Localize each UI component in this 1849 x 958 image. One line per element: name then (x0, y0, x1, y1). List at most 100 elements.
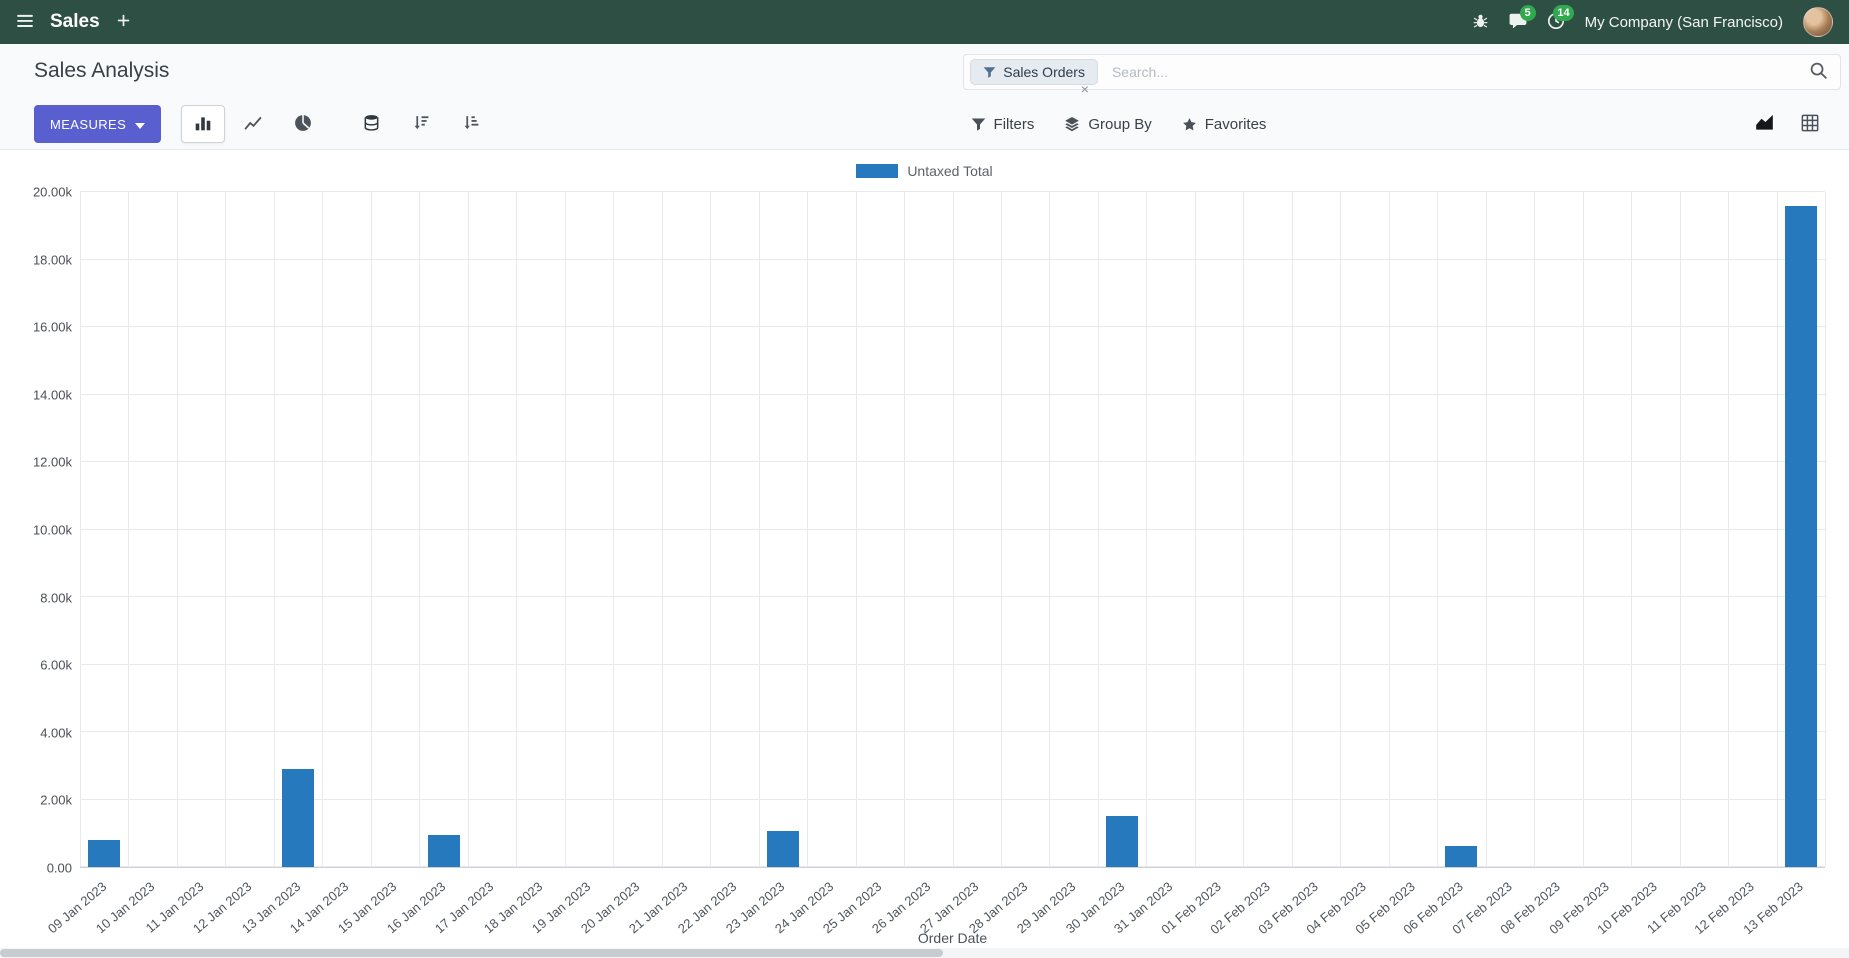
y-axis-tick: 18.00k (32, 252, 72, 268)
filter-icon (983, 66, 996, 79)
database-stack-icon (363, 114, 380, 134)
favorites-button[interactable]: Favorites (1182, 115, 1267, 133)
x-axis: 09 Jan 2023 10 Jan 2023 11 Jan 2023 12 Jan … (45, 872, 1825, 937)
search-icon (1809, 61, 1828, 83)
plot-grid (80, 191, 1826, 868)
v-gridline (225, 192, 227, 867)
chart-legend[interactable]: Untaxed Total (14, 156, 1835, 186)
chart-bar[interactable] (1106, 816, 1139, 867)
y-axis-tick: 4.00k (40, 725, 72, 741)
debug-mode-button[interactable] (1472, 12, 1489, 32)
chart-bar[interactable] (282, 769, 315, 867)
sort-descending-button[interactable] (399, 105, 443, 143)
apps-menu-button[interactable] (16, 12, 34, 33)
h-gridline (80, 191, 1825, 192)
v-gridline (176, 192, 178, 867)
facet-remove-button[interactable]: × (1080, 81, 1089, 97)
v-gridline (904, 192, 906, 867)
chart-bar[interactable] (88, 840, 121, 867)
bar-chart-button[interactable] (181, 105, 226, 143)
messages-button[interactable]: 5 (1509, 4, 1536, 33)
stacked-toggle-button[interactable] (349, 105, 393, 143)
chart-bar[interactable] (427, 834, 460, 867)
v-gridline (1534, 192, 1536, 867)
v-gridline (710, 192, 712, 867)
y-axis-tick: 12.00k (32, 454, 72, 470)
company-switcher[interactable]: My Company (San Francisco) (1584, 13, 1783, 31)
search-placeholder: Search... (1111, 64, 1168, 80)
search-facet[interactable]: Sales Orders × (970, 59, 1098, 96)
y-axis-tick: 16.00k (32, 319, 72, 335)
hamburger-icon (16, 12, 34, 33)
pivot-view-button[interactable] (1789, 106, 1831, 142)
v-gridline (1388, 192, 1390, 867)
v-gridline (1243, 192, 1245, 867)
toolbar-row: Measures (34, 98, 1849, 150)
filters-button[interactable]: Filters (971, 115, 1035, 133)
v-gridline (564, 192, 566, 867)
pie-chart-button[interactable] (281, 105, 325, 143)
v-gridline (1582, 192, 1584, 867)
v-gridline (516, 192, 518, 867)
plus-icon (116, 13, 131, 31)
v-gridline (1631, 192, 1633, 867)
v-gridline (1340, 192, 1342, 867)
v-gridline (419, 192, 421, 867)
layers-icon (1064, 116, 1080, 132)
search-bar[interactable]: Sales Orders × Search... (963, 54, 1841, 96)
sort-ascending-button[interactable] (449, 105, 493, 143)
line-chart-button[interactable] (231, 105, 275, 143)
y-axis-tick: 14.00k (32, 387, 72, 403)
measures-button[interactable]: Measures (34, 105, 162, 143)
v-gridline (80, 192, 81, 867)
chart-bar[interactable] (1784, 205, 1817, 867)
horizontal-scrollbar[interactable] (0, 948, 1849, 958)
v-gridline (322, 192, 324, 867)
line-chart-icon (244, 114, 262, 135)
filters-label: Filters (993, 115, 1035, 133)
y-axis-tick: 8.00k (40, 590, 72, 606)
app-name[interactable]: Sales (50, 11, 100, 32)
navbar-left: Sales (16, 11, 131, 33)
y-axis-tick: 10.00k (32, 522, 72, 538)
chart-bar[interactable] (766, 830, 799, 867)
new-window-button[interactable] (116, 13, 131, 31)
v-gridline (1825, 192, 1826, 867)
favorites-label: Favorites (1204, 115, 1267, 133)
search-options: Filters Group By Favorites (971, 116, 1297, 133)
v-gridline (952, 192, 954, 867)
sort-amount-asc-icon (463, 114, 480, 134)
user-avatar[interactable] (1803, 7, 1833, 37)
filter-icon (971, 117, 986, 132)
chart-plot-area: 0.00 2.00k 4.00k 6.00k 8.00k 10.00k 12.00k 14.0… (14, 184, 1835, 948)
v-gridline (1194, 192, 1196, 867)
search-facet-label: Sales Orders (1003, 64, 1085, 80)
messages-badge: 5 (1519, 4, 1536, 21)
y-axis-tick: 20.00k (32, 184, 72, 200)
activities-badge: 14 (1553, 4, 1574, 21)
activities-button[interactable]: 14 (1547, 4, 1574, 33)
group-by-button[interactable]: Group By (1064, 116, 1152, 133)
pivot-grid-icon (1801, 114, 1819, 135)
control-panel: Sales Analysis Sales Orders × Search... (0, 44, 1849, 150)
search-button[interactable] (1809, 61, 1828, 83)
graph-view-button[interactable] (1743, 106, 1785, 142)
breadcrumb-row: Sales Analysis Sales Orders × Search... (34, 44, 1849, 98)
v-gridline (370, 192, 372, 867)
v-gridline (758, 192, 760, 867)
chart-bar[interactable] (1445, 846, 1478, 867)
v-gridline (1437, 192, 1439, 867)
graph-options-group (349, 105, 493, 143)
pie-chart-icon (294, 114, 312, 135)
v-gridline (467, 192, 469, 867)
v-gridline (613, 192, 615, 867)
chevron-down-icon (135, 117, 146, 132)
chart-type-group (181, 105, 325, 143)
page-title: Sales Analysis (34, 59, 170, 82)
legend-label: Untaxed Total (907, 163, 993, 179)
legend-color-swatch (856, 164, 899, 178)
sort-amount-desc-icon (413, 114, 430, 134)
scrollbar-thumb[interactable] (0, 949, 943, 957)
v-gridline (128, 192, 130, 867)
